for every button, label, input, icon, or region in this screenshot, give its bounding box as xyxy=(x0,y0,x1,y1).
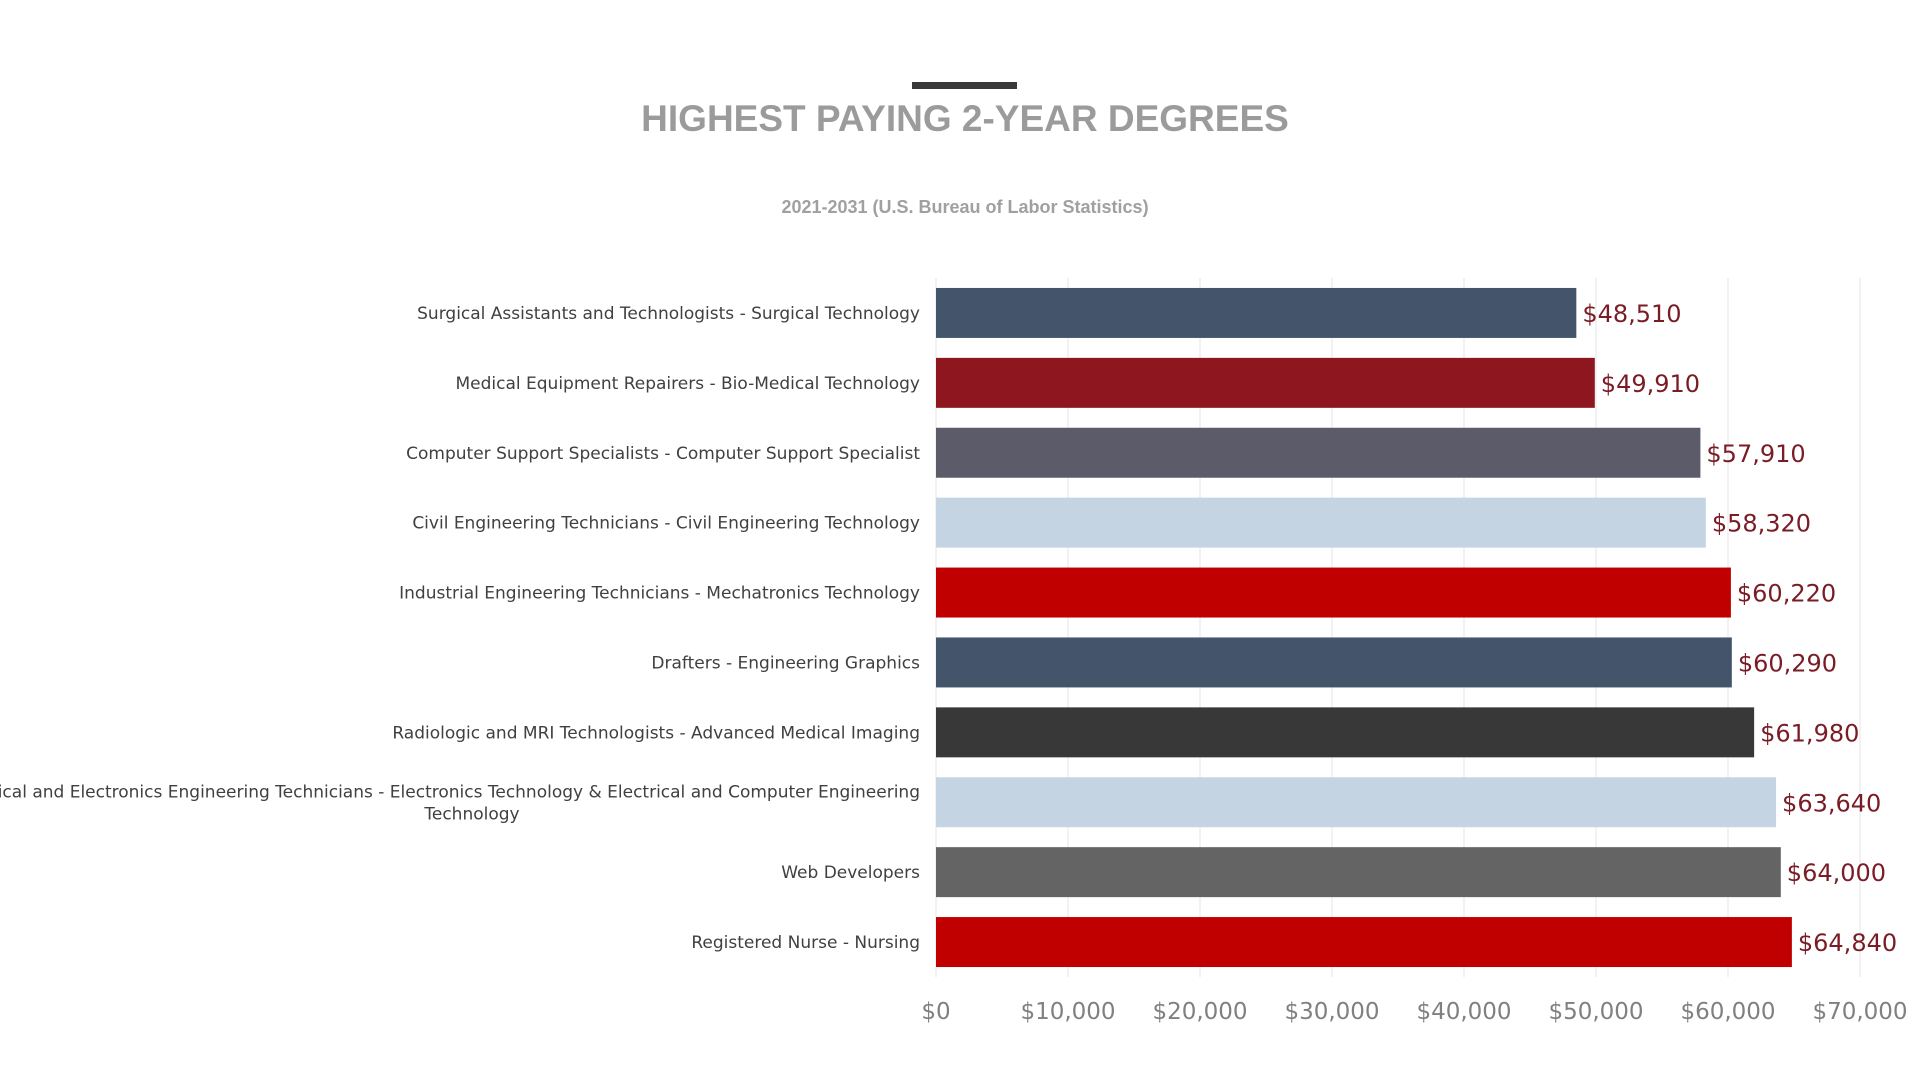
category-label: Civil Engineering Technicians - Civil En… xyxy=(412,514,920,534)
value-label: $58,320 xyxy=(1712,510,1811,538)
category-label: Surgical Assistants and Technologists - … xyxy=(417,304,920,324)
x-axis-ticks: $0 $10,000 $20,000 $30,000 $40,000 $50,000 $60… xyxy=(921,999,1907,1025)
chart-title: HIGHEST PAYING 2-YEAR DEGREES xyxy=(641,98,1289,139)
category-labels: Surgical Assistants and Technologists - … xyxy=(0,304,920,953)
bar xyxy=(936,917,1792,968)
x-tick-label: $40,000 xyxy=(1416,999,1511,1025)
value-labels: $48,510 $49,910 $57,910 $58,320 $60,220 $60,2… xyxy=(1582,300,1897,957)
x-tick-label: $20,000 xyxy=(1152,999,1247,1025)
bar xyxy=(936,287,1577,338)
category-label: Radiologic and MRI Technologists - Advan… xyxy=(392,723,920,743)
bars xyxy=(936,287,1792,968)
bar xyxy=(936,777,1777,828)
category-label: Web Developers xyxy=(781,863,920,883)
value-label: $60,290 xyxy=(1738,649,1837,677)
value-label: $63,640 xyxy=(1782,789,1881,817)
category-label: Medical Equipment Repairers - Bio-Medica… xyxy=(455,374,920,394)
x-tick-label: $60,000 xyxy=(1680,999,1775,1025)
chart-subtitle: 2021-2031 (U.S. Bureau of Labor Statisti… xyxy=(781,197,1149,217)
x-tick-label: $70,000 xyxy=(1812,999,1907,1025)
bar xyxy=(936,637,1732,688)
bar xyxy=(936,707,1755,758)
bar xyxy=(936,427,1701,478)
category-label: Computer Support Specialists - Computer … xyxy=(406,444,920,464)
x-tick-label: $30,000 xyxy=(1284,999,1379,1025)
title-accent-bar xyxy=(912,82,1017,89)
bar xyxy=(936,497,1706,548)
bar xyxy=(936,567,1731,618)
value-label: $57,910 xyxy=(1706,440,1805,468)
category-label: Registered Nurse - Nursing xyxy=(691,933,920,953)
x-tick-label: $50,000 xyxy=(1548,999,1643,1025)
x-tick-label: $10,000 xyxy=(1020,999,1115,1025)
value-label: $61,980 xyxy=(1760,719,1859,747)
value-label: $49,910 xyxy=(1601,370,1700,398)
x-tick-label: $0 xyxy=(921,999,950,1025)
value-label: $64,000 xyxy=(1787,859,1886,887)
category-label: Industrial Engineering Technicians - Mec… xyxy=(399,584,920,604)
category-label: Technology xyxy=(423,804,519,824)
value-label: $60,220 xyxy=(1737,580,1836,608)
value-label: $64,840 xyxy=(1798,929,1897,957)
value-label: $48,510 xyxy=(1582,300,1681,328)
bar xyxy=(936,357,1595,408)
category-label: Drafters - Engineering Graphics xyxy=(651,653,920,673)
bar xyxy=(936,847,1781,898)
category-label: Electrical and Electronics Engineering T… xyxy=(0,782,920,802)
